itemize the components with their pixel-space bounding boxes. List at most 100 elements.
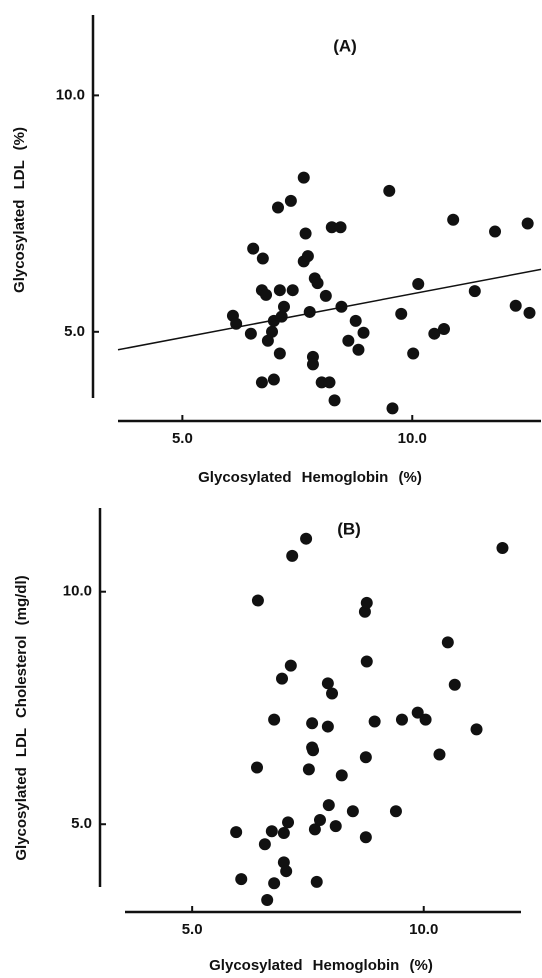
point: [306, 717, 319, 730]
point: [273, 347, 286, 360]
x-axis-label: Glycosylated Hemoglobin (%): [209, 957, 433, 974]
point: [258, 838, 271, 851]
point: [319, 289, 332, 302]
point: [386, 402, 399, 415]
point: [261, 334, 274, 347]
point: [300, 532, 313, 545]
point: [286, 284, 299, 297]
point: [251, 594, 264, 607]
point: [523, 306, 536, 319]
point: [322, 799, 335, 812]
point: [280, 865, 293, 878]
point: [282, 816, 295, 829]
point: [441, 636, 454, 649]
point: [311, 277, 324, 290]
point: [268, 877, 281, 890]
point: [470, 723, 483, 736]
point: [468, 285, 481, 298]
point: [244, 327, 257, 340]
point: [306, 358, 319, 371]
point: [489, 225, 502, 238]
point: [325, 221, 338, 234]
point: [448, 678, 461, 691]
point: [277, 300, 290, 313]
x-tick-label: 5.0: [172, 430, 193, 447]
point: [411, 706, 424, 719]
point: [303, 305, 316, 318]
point: [273, 284, 286, 297]
point: [383, 184, 396, 197]
point: [360, 655, 373, 668]
y-tick-label: 10.0: [63, 583, 92, 600]
point: [433, 748, 446, 761]
x-axis-label: Glycosylated Hemoglobin (%): [198, 469, 422, 486]
point: [247, 242, 260, 255]
chart-title: (B): [337, 519, 361, 538]
point: [437, 322, 450, 335]
point: [321, 720, 334, 733]
point: [368, 715, 381, 728]
point: [267, 373, 280, 386]
point: [297, 171, 310, 184]
point: [357, 326, 370, 339]
point: [266, 325, 279, 338]
point: [329, 820, 342, 833]
y-axis-label: Glycosylated LDL (%): [11, 127, 28, 293]
point: [352, 343, 365, 356]
point: [349, 314, 362, 327]
point: [256, 252, 269, 265]
point: [230, 826, 243, 839]
point: [335, 769, 348, 782]
point: [275, 310, 288, 323]
point: [251, 761, 263, 774]
point: [359, 751, 372, 764]
point: [328, 394, 341, 407]
trend-line: [117, 268, 542, 351]
point: [260, 288, 273, 301]
point: [284, 194, 297, 207]
point: [389, 805, 402, 818]
point: [447, 213, 460, 226]
x-tick-label: 10.0: [398, 430, 427, 447]
point: [310, 875, 323, 888]
point: [359, 831, 372, 844]
point: [277, 827, 290, 840]
point: [395, 307, 408, 320]
point: [284, 659, 297, 672]
point: [313, 814, 326, 827]
point: [307, 744, 320, 757]
point: [301, 250, 314, 263]
point: [272, 201, 285, 214]
point: [342, 334, 355, 347]
point: [326, 687, 339, 700]
point: [395, 713, 408, 726]
y-tick-label: 5.0: [64, 323, 85, 340]
point: [428, 327, 441, 340]
point: [321, 677, 334, 690]
y-tick-label: 10.0: [56, 86, 85, 103]
point: [521, 217, 534, 230]
point: [308, 823, 321, 836]
y-axis-label: Glycosylated LDL Cholesterol (mg/dl): [13, 575, 30, 860]
point: [235, 873, 248, 886]
point: [276, 672, 289, 685]
point: [412, 278, 425, 291]
point: [509, 299, 522, 312]
point: [261, 894, 274, 907]
point: [419, 713, 432, 726]
point: [268, 713, 281, 726]
x-tick-label: 10.0: [409, 921, 438, 938]
point: [255, 376, 268, 389]
point: [360, 596, 373, 609]
point: [346, 805, 359, 818]
point: [265, 825, 278, 838]
point: [323, 376, 336, 389]
point: [334, 221, 347, 234]
y-tick-label: 5.0: [71, 815, 92, 832]
point: [407, 347, 420, 360]
chart-title: (A): [333, 36, 357, 55]
x-tick-label: 5.0: [182, 921, 203, 938]
point: [286, 549, 299, 562]
